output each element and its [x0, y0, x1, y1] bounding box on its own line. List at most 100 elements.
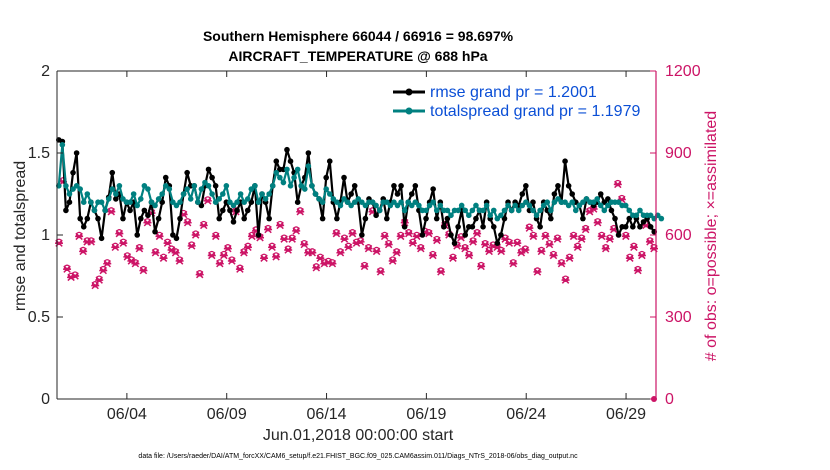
obs-assimilated-marker: [392, 249, 401, 257]
obs-possible-marker: [477, 261, 485, 269]
obs-assimilated-marker: [601, 244, 610, 253]
rmse-point: [605, 196, 611, 202]
totalspread-point: [426, 202, 433, 209]
obs-possible-marker: [124, 252, 131, 259]
obs-possible-marker: [136, 244, 143, 251]
rmse-point: [601, 199, 608, 205]
obs-possible-marker: [71, 271, 79, 278]
totalspread-point: [455, 207, 461, 214]
rmse-point: [205, 166, 212, 173]
obs-assimilated-marker: [187, 242, 196, 250]
obs-possible-marker: [196, 270, 203, 277]
obs-assimilated-marker: [388, 257, 397, 265]
totalspread-point: [341, 196, 347, 202]
totalspread-point: [387, 202, 394, 209]
obs-assimilated-marker: [280, 235, 289, 243]
obs-possible-marker: [554, 234, 561, 241]
obs-possible-marker: [164, 238, 171, 246]
obs-possible-marker: [300, 239, 308, 247]
obs-assimilated-marker: [424, 229, 433, 238]
rmse-point: [551, 191, 558, 197]
totalspread-point: [348, 202, 354, 209]
obs-possible-marker: [333, 229, 340, 236]
y-axis-label: rmse and totalspread: [12, 161, 29, 311]
totalspread-point: [580, 199, 586, 205]
obs-assimilated-marker: [336, 249, 345, 257]
totalspread-point: [533, 212, 540, 219]
rmse-point: [384, 215, 390, 222]
obs-assimilated-marker: [219, 251, 228, 260]
obs-assimilated-marker: [300, 240, 309, 249]
rmse-point: [155, 215, 162, 222]
totalspread-point: [562, 199, 568, 205]
totalspread-point: [597, 202, 604, 209]
obs-possible-marker: [405, 229, 413, 236]
totalspread-point: [141, 183, 148, 189]
totalspread-point: [540, 202, 547, 209]
rmse-point: [209, 174, 215, 181]
obs-assimilated-marker: [565, 254, 574, 262]
obs-assimilated-marker: [597, 232, 606, 241]
obs-assimilated-marker: [115, 229, 124, 238]
totalspread-point: [130, 191, 137, 197]
obs-possible-marker: [55, 238, 63, 246]
y-tick-label: 2: [41, 63, 50, 80]
obs-possible-marker: [248, 231, 256, 239]
rmse-point: [626, 215, 633, 222]
totalspread-point: [80, 199, 87, 205]
obs-possible-marker: [550, 250, 557, 258]
totalspread-point: [252, 183, 258, 189]
totalspread-point: [501, 207, 508, 214]
totalspread-point: [291, 174, 297, 181]
totalspread-point: [590, 199, 597, 205]
rmse-point: [63, 207, 69, 214]
totalspread-point: [205, 183, 212, 189]
y-tick-label: 0.5: [28, 309, 50, 326]
rmse-point: [255, 232, 262, 238]
totalspread-point: [113, 191, 119, 197]
rmse-point: [177, 215, 183, 222]
legend-rmse-label: rmse grand pr = 1.2001: [430, 84, 597, 101]
obs-possible-marker: [108, 207, 115, 214]
totalspread-point: [273, 169, 280, 176]
obs-possible-marker: [538, 246, 545, 254]
obs-assimilated-marker: [119, 239, 128, 247]
obs-assimilated-marker: [356, 238, 365, 246]
obs-possible-marker: [361, 261, 368, 269]
rmse-point: [319, 215, 326, 222]
rmse-point: [227, 207, 233, 214]
totalspread-point: [180, 191, 187, 197]
obs-possible-marker: [63, 264, 71, 272]
obs-assimilated-marker: [272, 253, 281, 261]
obs-possible-marker: [574, 242, 581, 250]
obs-possible-marker: [272, 252, 280, 259]
totalspread-point: [412, 199, 419, 205]
obs-possible-marker: [377, 267, 384, 274]
rmse-point: [212, 183, 219, 189]
totalspread-point: [605, 202, 611, 209]
rmse-point: [234, 207, 240, 214]
obs-assimilated-marker: [485, 247, 494, 256]
rmse-point: [305, 150, 312, 156]
rmse-point: [391, 183, 397, 189]
rmse-point: [334, 215, 340, 222]
totalspread-point: [305, 163, 312, 169]
obs-assimilated-marker: [533, 268, 542, 276]
totalspread-point: [615, 199, 622, 205]
totalspread-point: [637, 207, 643, 214]
obs-assimilated-marker: [75, 232, 84, 241]
obs-assimilated-marker: [509, 259, 518, 268]
rmse-point: [152, 228, 158, 235]
totalspread-point: [77, 186, 83, 192]
obs-assimilated-marker: [215, 259, 224, 268]
obs-assimilated-marker: [637, 251, 646, 260]
rmse-point: [323, 174, 329, 181]
totalspread-point: [98, 199, 105, 205]
obs-possible-marker: [606, 234, 614, 241]
obs-possible-marker: [144, 218, 151, 225]
obs-assimilated-marker: [469, 238, 478, 246]
obs-possible-marker: [461, 244, 469, 251]
totalspread-point: [416, 202, 422, 209]
obs-possible-marker: [244, 242, 252, 250]
